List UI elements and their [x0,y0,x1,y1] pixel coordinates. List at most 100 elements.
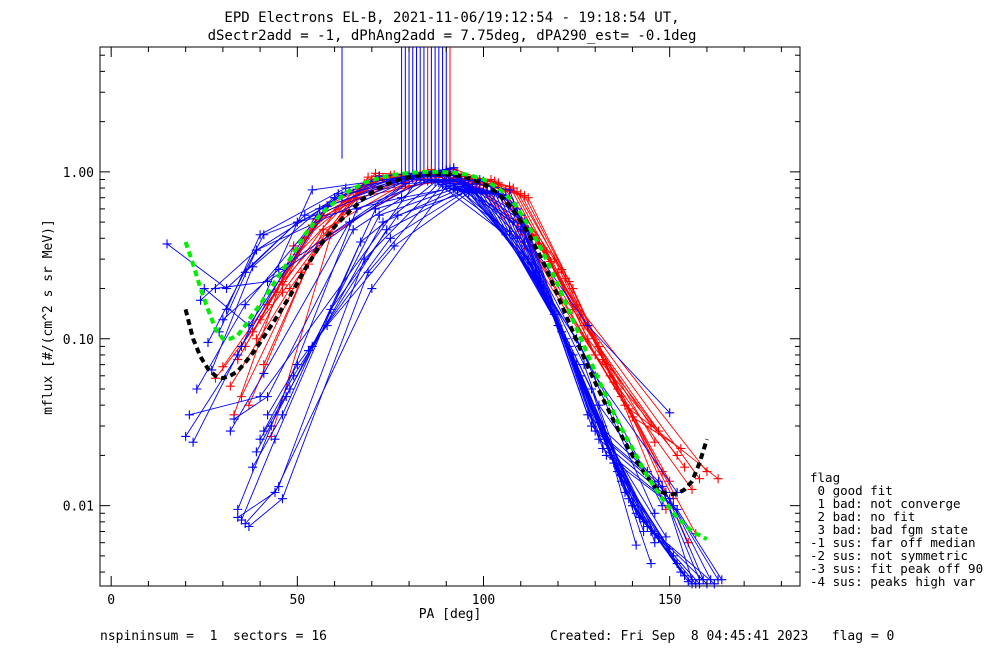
y-tick-label-1: 0.10 [63,333,94,348]
black-fit-curve [183,172,709,497]
blue-curve-point-0-0 [162,239,172,249]
blue-curve-line-18 [263,190,708,585]
blue-curve-point-25-6 [665,494,675,504]
blue-curve-point-22-0 [240,267,250,277]
blue-curve-point-26-0 [210,284,220,294]
footer-spin-info: nspininsum = 1 sectors = 16 [100,629,327,644]
blue-curve-point-27-7 [717,575,727,585]
blue-curve-point-21-2 [393,210,403,220]
legend-entry-7: -4 sus: peaks high var [810,574,976,589]
legend: flag 0 good fit 1 bad: not converge 2 ba… [810,470,983,589]
blue-curve-point-13-1 [277,494,287,504]
legend-entry-4: -1 sus: far off median [810,535,976,550]
blue-curve-point-3-7 [631,540,641,550]
blue-curve-point-3-0 [192,384,202,394]
blue-curve-point-16-2 [374,210,384,220]
blue-curve-line-13 [248,184,685,577]
blue-curve-point-27-0 [184,410,194,420]
blue-curve-line-14 [237,185,689,582]
red-curve-point-13-1 [318,225,328,235]
legend-entry-0: 0 good fit [810,483,893,498]
blue-curve-point-27-6 [672,504,682,514]
blue-curve-point-0-1 [222,284,232,294]
legend-entry-5: -2 sus: not symmetric [810,548,968,563]
blue-curve-point-2-1 [236,341,246,351]
blue-curve-point-27-1 [255,392,265,402]
blue-curve-point-21-7 [654,533,664,543]
chart-title-line-1: EPD Electrons EL-B, 2021-11-06/19:12:54 … [224,10,679,26]
blue-curve-point-1-1 [233,350,243,360]
red-curve-point-6-0 [225,381,235,391]
blue-curve-point-4-7 [646,559,656,569]
legend-entry-3: 3 bad: bad fgm state [810,522,968,537]
blue-curve-point-20-0 [304,346,314,356]
blue-curve-point-7-7 [657,501,667,511]
red-curve-point-5-7 [680,462,690,472]
blue-curve-line-19 [267,191,715,585]
blue-curve-point-1-0 [181,431,191,441]
y-axis-label: mflux [#/(cm^2 s sr MeV)] [41,219,56,415]
blue-curve-point-17-0 [255,434,265,444]
blue-curve-point-21-1 [326,304,336,314]
red-curve-point-15-6 [627,412,637,422]
blue-curve-point-21-6 [650,529,660,539]
blue-curve-point-9-2 [348,225,358,235]
top-vertical-lines [341,47,451,182]
blue-curve-line-21 [311,189,659,539]
blue-curve-point-22-4 [505,185,515,195]
blue-curve-point-4-0 [199,284,209,294]
blue-curve-point-13-0 [244,521,254,531]
blue-curve-point-0-2 [300,210,310,220]
chart-title-line-2: dSectr2add = -1, dPhAng2add = 7.75deg, d… [208,28,697,44]
blue-curve-point-17-2 [378,217,388,227]
fit-curves [183,169,709,541]
blue-curve-point-14-2 [367,284,377,294]
blue-curve-line-20 [308,192,656,543]
legend-title: flag [810,470,840,485]
blue-curve-point-23-7 [687,575,697,585]
red-curve-point-14-5 [568,284,578,294]
x-tick-label-1: 50 [290,593,306,608]
x-axis-ticks: 0 50 100 150 [107,47,782,608]
blue-curve-point-25-1 [251,245,261,255]
blue-curve-point-21-0 [307,341,317,351]
blue-curve-point-11-1 [270,434,280,444]
blue-curve-point-20-1 [322,321,332,331]
blue-curve-point-8-0 [225,426,235,436]
blue-curve-point-19-2 [385,233,395,243]
x-tick-label-3: 150 [658,593,681,608]
blue-curve-point-24-0 [203,337,213,347]
blue-curve-point-0-3 [374,171,384,181]
blue-curve-line-26 [215,173,719,580]
red-curve-point-6-7 [687,484,697,494]
blue-curve-point-15-0 [248,462,258,472]
red-curve-point-7-0 [263,300,273,310]
red-curve-point-13-7 [713,474,723,484]
blue-pa-curves [162,163,727,589]
blue-curve-line-8 [229,179,667,538]
blue-curve-point-19-0 [263,410,273,420]
blue-curve-point-8-7 [661,532,671,542]
blue-curve-point-27-5 [601,450,611,460]
y-axis-ticks: 0.01 0.10 1.00 [63,54,800,573]
blue-curve-point-1-2 [307,185,317,195]
legend-entry-2: 2 bad: no fit [810,509,915,524]
blue-curve-point-16-0 [251,447,261,457]
blue-curve-point-2-0 [188,437,198,447]
blue-curve-point-19-7 [709,579,719,589]
x-tick-label-2: 100 [472,593,495,608]
red-curve-line-12 [255,176,697,534]
blue-curve-line-22 [244,183,700,580]
blue-curve-point-7-2 [341,183,351,193]
x-tick-label-0: 0 [107,593,115,608]
blue-curve-point-3-1 [240,300,250,310]
blue-curve-point-18-0 [259,426,269,436]
legend-entry-6: -3 sus: fit peak off 90 [810,561,983,576]
blue-curve-point-14-1 [270,487,280,497]
blue-curve-point-5-1 [248,262,258,272]
blue-curve-point-19-1 [292,360,302,370]
red-pa-curves [210,164,723,548]
footer-created-info: Created: Fri Sep 8 04:45:41 2023 flag = … [550,629,894,644]
blue-curve-line-16 [256,188,697,585]
